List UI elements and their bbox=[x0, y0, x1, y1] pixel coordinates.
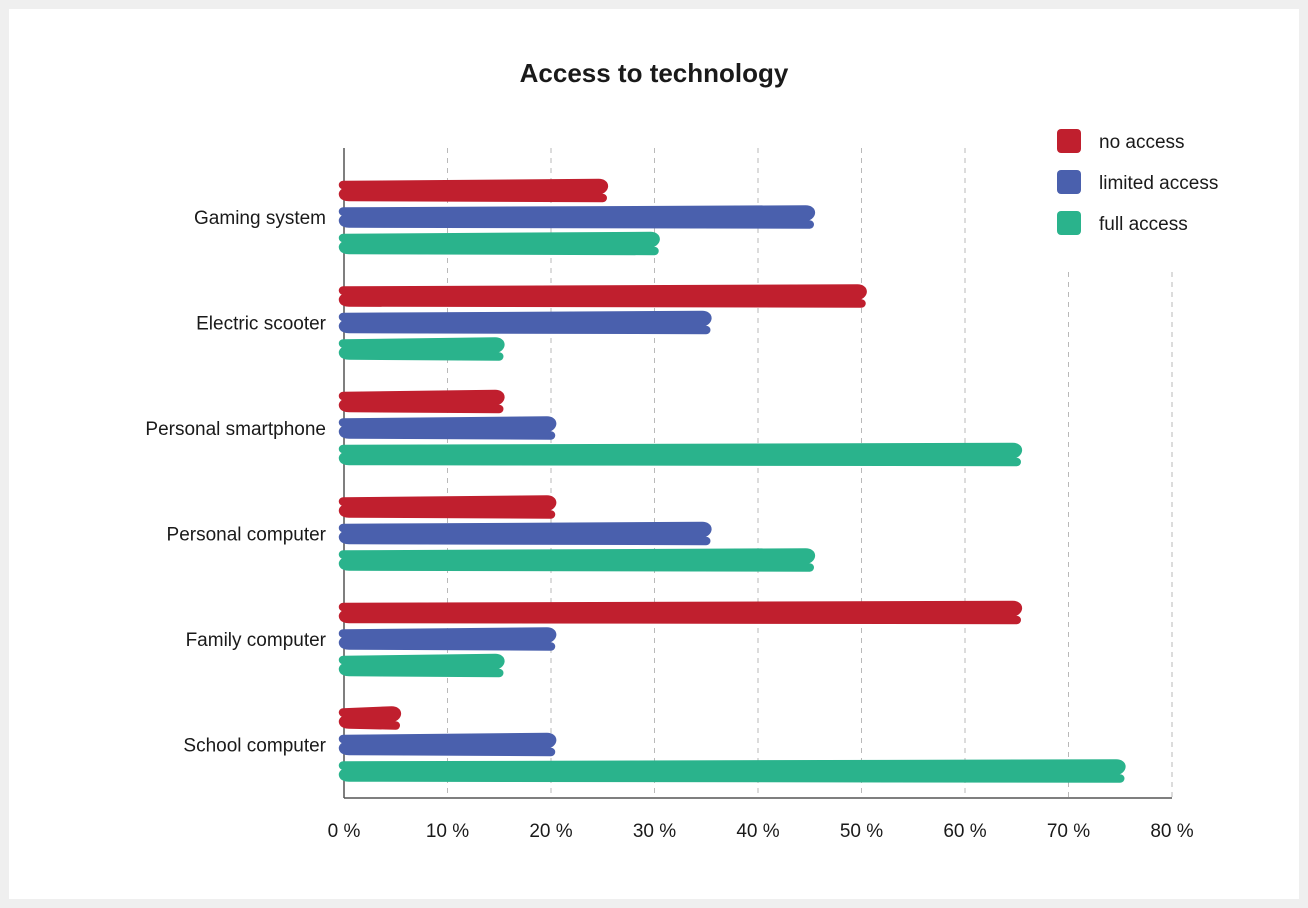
category-label: Electric scooter bbox=[196, 314, 327, 335]
category-label: Family computer bbox=[186, 630, 327, 651]
x-tick-label: 70 % bbox=[1047, 821, 1090, 842]
legend-swatch bbox=[1057, 211, 1081, 235]
bar bbox=[338, 231, 660, 256]
x-tick-label: 20 % bbox=[529, 821, 572, 842]
bar bbox=[338, 548, 816, 572]
bar bbox=[338, 442, 1023, 467]
legend-swatch bbox=[1057, 129, 1081, 153]
category-label: Gaming system bbox=[194, 208, 326, 229]
bar bbox=[338, 205, 816, 229]
legend-label: full access bbox=[1099, 214, 1188, 235]
x-tick-label: 60 % bbox=[943, 821, 986, 842]
bar bbox=[338, 337, 505, 361]
x-tick-label: 0 % bbox=[328, 821, 361, 842]
bar bbox=[338, 653, 505, 678]
category-label: Personal smartphone bbox=[145, 419, 326, 440]
bar bbox=[338, 416, 557, 440]
x-tick-label: 10 % bbox=[426, 821, 469, 842]
x-tick-label: 40 % bbox=[736, 821, 779, 842]
category-label: Personal computer bbox=[167, 525, 327, 546]
bar-group bbox=[338, 706, 1126, 783]
bar bbox=[338, 759, 1126, 783]
bars-layer bbox=[338, 178, 1126, 783]
legend-swatch bbox=[1057, 170, 1081, 194]
bar-group bbox=[338, 284, 867, 361]
bar bbox=[338, 706, 402, 730]
grid-layer bbox=[447, 148, 1173, 798]
bar bbox=[338, 521, 712, 546]
legend-item: full access bbox=[1057, 211, 1188, 235]
x-tick-label: 30 % bbox=[633, 821, 676, 842]
bar-group bbox=[338, 600, 1023, 678]
category-label: School computer bbox=[183, 736, 326, 757]
category-labels: Gaming system Electric scooter Personal sm… bbox=[145, 208, 326, 757]
bar bbox=[338, 178, 609, 203]
bar bbox=[338, 627, 557, 651]
legend-label: no access bbox=[1099, 132, 1185, 153]
bar-group bbox=[338, 389, 1023, 467]
axis-layer bbox=[343, 148, 1172, 799]
legend-item: no access bbox=[1057, 129, 1185, 153]
legend-item: limited access bbox=[1057, 170, 1218, 194]
bar bbox=[338, 310, 712, 335]
bar bbox=[338, 284, 867, 308]
bar-group bbox=[338, 178, 816, 256]
legend: no access limited access full access bbox=[1057, 129, 1218, 235]
bar bbox=[338, 600, 1023, 625]
chart-title: Access to technology bbox=[519, 58, 789, 88]
x-tick-labels: 0 % 10 % 20 % 30 % 40 % 50 % 60 % 70 % 80 % bbox=[328, 821, 1194, 842]
legend-label: limited access bbox=[1099, 173, 1218, 194]
x-tick-label: 50 % bbox=[840, 821, 883, 842]
bar bbox=[338, 495, 557, 519]
bar bbox=[338, 732, 557, 757]
bar-group bbox=[338, 495, 816, 572]
x-tick-label: 80 % bbox=[1150, 821, 1193, 842]
bar bbox=[338, 389, 505, 414]
